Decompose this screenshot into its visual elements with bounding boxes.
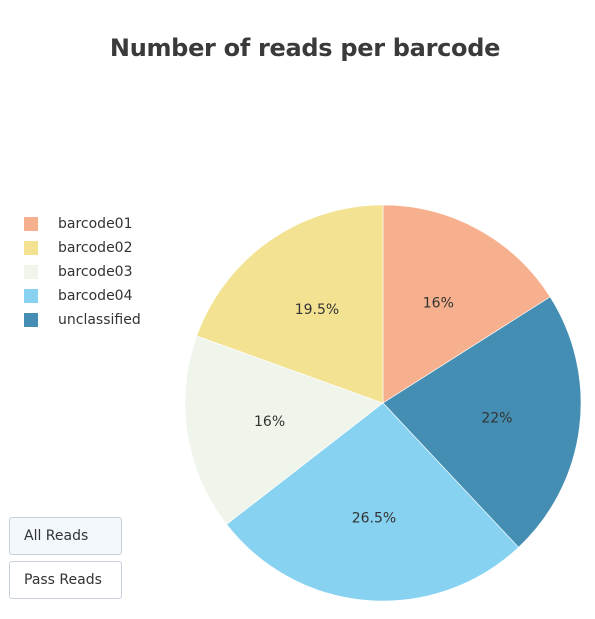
all-reads-button[interactable]: All Reads — [9, 517, 122, 555]
legend-swatch-unclassified — [24, 313, 38, 327]
legend-item-barcode02[interactable]: barcode02 — [24, 236, 141, 260]
pie-label-barcode02: 19.5% — [295, 302, 339, 318]
legend-swatch-barcode03 — [24, 265, 38, 279]
legend-swatch-barcode02 — [24, 241, 38, 255]
legend-item-barcode01[interactable]: barcode01 — [24, 212, 141, 236]
chart-title: Number of reads per barcode — [109, 34, 501, 62]
pie-label-barcode03: 16% — [254, 414, 285, 430]
legend-label-unclassified: unclassified — [58, 312, 141, 328]
legend: barcode01 barcode02 barcode03 barcode04 … — [24, 212, 141, 332]
pie-label-barcode01: 16% — [423, 295, 454, 311]
legend-label-barcode04: barcode04 — [58, 288, 133, 304]
pie-slice-barcode04[interactable] — [226, 402, 519, 602]
legend-item-barcode03[interactable]: barcode03 — [24, 260, 141, 284]
legend-label-barcode01: barcode01 — [58, 216, 133, 232]
pie-slice-barcode02[interactable] — [196, 204, 384, 404]
pass-reads-button[interactable]: Pass Reads — [9, 561, 122, 599]
legend-swatch-barcode04 — [24, 289, 38, 303]
legend-label-barcode03: barcode03 — [58, 264, 133, 280]
legend-item-unclassified[interactable]: unclassified — [24, 308, 141, 332]
legend-swatch-barcode01 — [24, 217, 38, 231]
legend-item-barcode04[interactable]: barcode04 — [24, 284, 141, 308]
legend-label-barcode02: barcode02 — [58, 240, 133, 256]
pie-slice-unclassified[interactable] — [382, 296, 582, 548]
pie-slice-barcode03[interactable] — [184, 335, 384, 525]
pie-slice-barcode01[interactable] — [382, 204, 551, 404]
pie-label-unclassified: 22% — [481, 410, 512, 426]
pie-label-barcode04: 26.5% — [352, 510, 396, 526]
